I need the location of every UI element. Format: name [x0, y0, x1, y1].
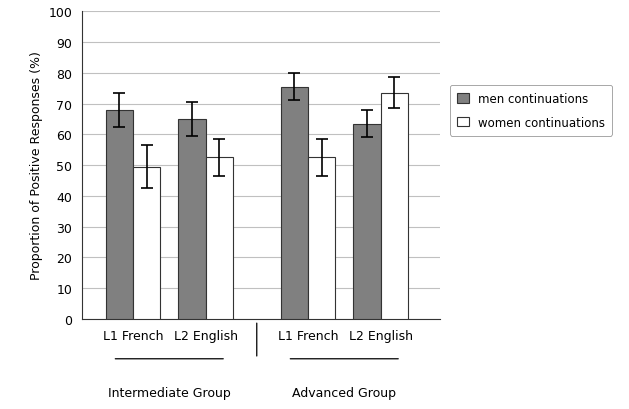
Bar [106, 110, 133, 319]
Bar [308, 158, 335, 319]
Bar [133, 167, 160, 319]
Bar [381, 94, 408, 319]
Bar [353, 124, 381, 319]
Bar [206, 158, 233, 319]
Y-axis label: Proportion of Positive Responses (%): Proportion of Positive Responses (%) [30, 52, 43, 280]
Bar [281, 88, 308, 319]
Legend: men continuations, women continuations: men continuations, women continuations [450, 85, 612, 136]
Bar [178, 120, 206, 319]
Text: Intermediate Group: Intermediate Group [108, 387, 231, 400]
Text: Advanced Group: Advanced Group [292, 387, 396, 400]
